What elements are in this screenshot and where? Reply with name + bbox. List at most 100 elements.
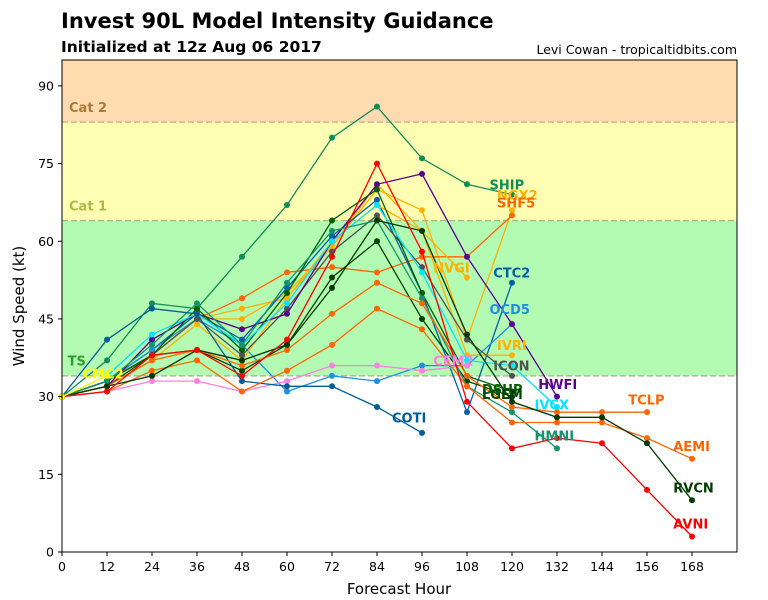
series-avni [59,160,695,540]
label-tclp: TCLP [628,393,664,408]
data-point [329,217,335,224]
data-point [239,305,245,312]
data-point [419,170,425,177]
data-point [464,253,470,260]
data-point [554,445,560,452]
data-point [239,367,245,374]
data-point [554,403,560,410]
data-point [599,409,605,416]
y-tick-label: 75 [38,156,54,171]
data-point [329,362,335,369]
x-tick-label: 72 [324,559,340,574]
label-shf5: SHF5 [497,197,535,212]
x-tick-label: 36 [189,559,205,574]
data-point [374,181,380,188]
data-point [329,253,335,260]
data-point [284,284,290,291]
label-ngx2: NGX2 [497,189,538,204]
x-tick-label: 132 [545,559,569,574]
data-point [374,305,380,312]
data-point [419,295,425,302]
data-point [284,341,290,348]
data-point [239,378,245,385]
data-point [149,331,155,338]
data-point [509,321,515,328]
data-point [554,393,560,400]
data-point [599,419,605,426]
label-aemi: AEMI [673,440,710,455]
label-lgem: LGEM [482,388,523,403]
data-point [239,326,245,333]
data-point [149,378,155,385]
intensity-bands: Cat 1 Cat 2 [62,60,737,377]
y-tick-label: 45 [38,311,54,326]
band-label: Cat 2 [69,101,107,116]
data-point [239,315,245,322]
series-line [61,281,647,413]
label-cmc2: CMC2 [83,368,124,383]
data-point [374,202,380,209]
label-ivcx: IVCX [535,399,569,414]
data-point [509,372,515,379]
data-point [509,398,515,405]
data-point [149,336,155,343]
data-point [194,300,200,307]
band-label: Cat 1 [69,200,107,215]
data-point [194,347,200,354]
data-point [509,207,515,214]
data-point [374,196,380,203]
y-tick-label: 60 [38,234,54,249]
data-point [149,352,155,359]
label-nvgi: NVGI [433,261,469,276]
data-point [329,310,335,317]
data-point [644,440,650,447]
data-point [149,357,155,364]
data-point [464,181,470,188]
data-point [419,155,425,162]
data-point [509,279,515,286]
data-point [689,533,695,540]
x-tick-label: 168 [680,559,704,574]
chart-subtitle: Initialized at 12z Aug 06 2017 [61,38,322,56]
data-point [149,372,155,379]
data-point [419,248,425,255]
data-point [284,336,290,343]
data-point [149,347,155,354]
data-point [284,295,290,302]
data-point [194,315,200,322]
data-point [419,362,425,369]
data-point [284,388,290,395]
data-point [239,336,245,343]
x-tick-label: 108 [455,559,479,574]
x-tick-label: 48 [234,559,250,574]
band-cat-2 [62,60,737,123]
x-tick-label: 60 [279,559,295,574]
data-point [239,347,245,354]
data-point [419,269,425,276]
data-point [284,310,290,317]
label-cem2: CEM2 [433,355,473,370]
data-point [644,435,650,442]
data-point [284,290,290,297]
label-ctc2: CTC2 [493,267,530,282]
data-point [104,357,110,364]
series-rvcn [59,217,695,504]
data-point [464,398,470,405]
data-point [104,383,110,390]
data-point [329,372,335,379]
data-point [239,362,245,369]
data-point [374,186,380,193]
data-point [239,388,245,395]
x-tick-label: 144 [590,559,614,574]
data-point [284,202,290,209]
data-point [419,300,425,307]
label-ts: TS [68,355,86,370]
data-point [329,383,335,390]
data-point [284,279,290,286]
data-point [284,347,290,354]
label-rvcn: RVCN [673,481,714,496]
band-cat-1 [62,122,737,221]
label-hmni: HMNI [535,430,575,445]
data-point [689,455,695,462]
data-point [419,227,425,234]
